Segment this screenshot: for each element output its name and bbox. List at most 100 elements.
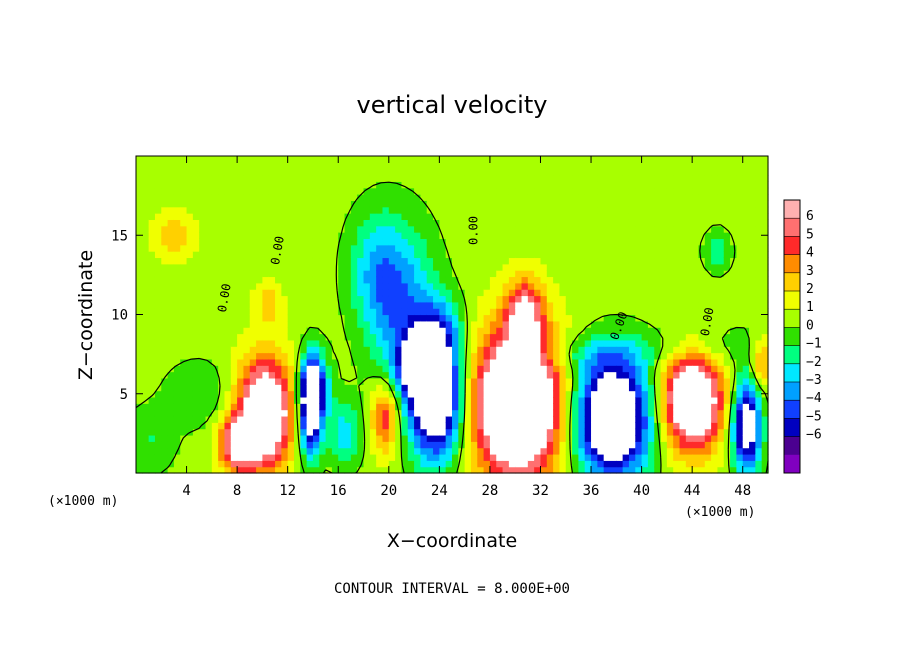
heatmap-cell xyxy=(218,156,226,163)
heatmap-cell xyxy=(660,390,668,398)
heatmap-cell xyxy=(249,409,257,417)
heatmap-cell xyxy=(534,232,542,240)
heatmap-cell xyxy=(350,460,358,468)
heatmap-cell xyxy=(483,415,491,423)
heatmap-cell xyxy=(483,428,491,436)
heatmap-cell xyxy=(616,396,624,404)
heatmap-cell xyxy=(230,396,238,404)
heatmap-cell xyxy=(717,244,725,252)
heatmap-cell xyxy=(717,441,725,449)
heatmap-cell xyxy=(237,434,245,442)
heatmap-cell xyxy=(268,181,276,189)
heatmap-cell xyxy=(711,168,719,176)
heatmap-cell xyxy=(527,447,535,455)
heatmap-cell xyxy=(414,339,421,347)
heatmap-cell xyxy=(306,396,314,404)
heatmap-cell xyxy=(464,251,472,259)
heatmap-cell xyxy=(502,194,510,201)
heatmap-cell xyxy=(237,384,245,392)
heatmap-cell xyxy=(369,289,377,297)
heatmap-cell xyxy=(256,200,263,208)
heatmap-cell xyxy=(685,415,693,423)
heatmap-cell xyxy=(192,320,200,328)
heatmap-cell xyxy=(211,270,219,278)
heatmap-cell xyxy=(136,276,143,284)
heatmap-cell xyxy=(420,339,428,347)
heatmap-cell xyxy=(262,466,270,474)
heatmap-cell xyxy=(369,257,377,265)
heatmap-cell xyxy=(388,365,396,373)
heatmap-cell xyxy=(363,175,371,182)
heatmap-cell xyxy=(553,365,561,373)
heatmap-cell xyxy=(186,270,194,278)
heatmap-cell xyxy=(211,409,219,417)
heatmap-cell xyxy=(218,434,226,442)
heatmap-cell xyxy=(470,257,478,265)
heatmap-cell xyxy=(565,415,573,423)
heatmap-cell xyxy=(502,346,510,354)
heatmap-cell xyxy=(540,308,548,316)
heatmap-cell xyxy=(584,428,592,436)
heatmap-cell xyxy=(268,213,276,220)
heatmap-cell xyxy=(312,441,320,449)
heatmap-cell xyxy=(192,168,200,176)
heatmap-cell xyxy=(312,187,320,195)
heatmap-cell xyxy=(357,244,365,252)
heatmap-cell xyxy=(458,327,466,335)
heatmap-cell xyxy=(755,213,763,220)
heatmap-cell xyxy=(698,434,706,442)
heatmap-cell xyxy=(331,162,339,170)
heatmap-cell xyxy=(205,460,213,468)
heatmap-cell xyxy=(167,320,175,328)
heatmap-cell xyxy=(685,194,693,201)
heatmap-cell xyxy=(237,301,245,309)
heatmap-cell xyxy=(540,352,548,360)
heatmap-cell xyxy=(388,339,396,347)
heatmap-cell xyxy=(344,168,352,176)
heatmap-cell xyxy=(433,282,440,290)
heatmap-cell xyxy=(647,346,655,354)
heatmap-cell xyxy=(692,162,700,170)
heatmap-cell xyxy=(154,295,162,303)
heatmap-cell xyxy=(559,232,567,240)
heatmap-cell xyxy=(502,263,510,271)
heatmap-cell xyxy=(761,289,769,297)
heatmap-cell xyxy=(717,232,725,240)
heatmap-cell xyxy=(249,365,257,373)
heatmap-cell xyxy=(420,415,428,423)
heatmap-cell xyxy=(711,460,719,468)
heatmap-cell xyxy=(262,257,270,265)
heatmap-cell xyxy=(496,238,504,246)
heatmap-cell xyxy=(591,251,598,259)
heatmap-cell xyxy=(186,251,194,259)
heatmap-cell xyxy=(692,301,700,309)
heatmap-cell xyxy=(338,181,346,189)
heatmap-cell xyxy=(287,257,295,265)
heatmap-cell xyxy=(268,282,276,290)
heatmap-cell xyxy=(628,156,636,163)
heatmap-cell xyxy=(173,295,181,303)
heatmap-cell xyxy=(275,434,282,442)
heatmap-cell xyxy=(199,415,207,423)
heatmap-cell xyxy=(205,244,213,252)
heatmap-cell xyxy=(496,232,504,240)
heatmap-cell xyxy=(470,409,478,417)
heatmap-cell xyxy=(464,282,472,290)
heatmap-cell xyxy=(369,314,377,322)
heatmap-cell xyxy=(622,441,630,449)
heatmap-cell xyxy=(382,244,390,252)
heatmap-cell xyxy=(262,301,270,309)
heatmap-cell xyxy=(534,263,542,271)
heatmap-cell xyxy=(553,352,561,360)
heatmap-cell xyxy=(742,384,750,392)
heatmap-cell xyxy=(622,434,630,442)
heatmap-cell xyxy=(717,194,725,201)
heatmap-cell xyxy=(742,333,750,341)
heatmap-cell xyxy=(142,339,150,347)
heatmap-cell xyxy=(243,365,251,373)
heatmap-cell xyxy=(692,314,700,322)
heatmap-cell xyxy=(426,371,434,379)
heatmap-cell xyxy=(275,390,282,398)
heatmap-cell xyxy=(685,263,693,271)
heatmap-cell xyxy=(458,301,466,309)
